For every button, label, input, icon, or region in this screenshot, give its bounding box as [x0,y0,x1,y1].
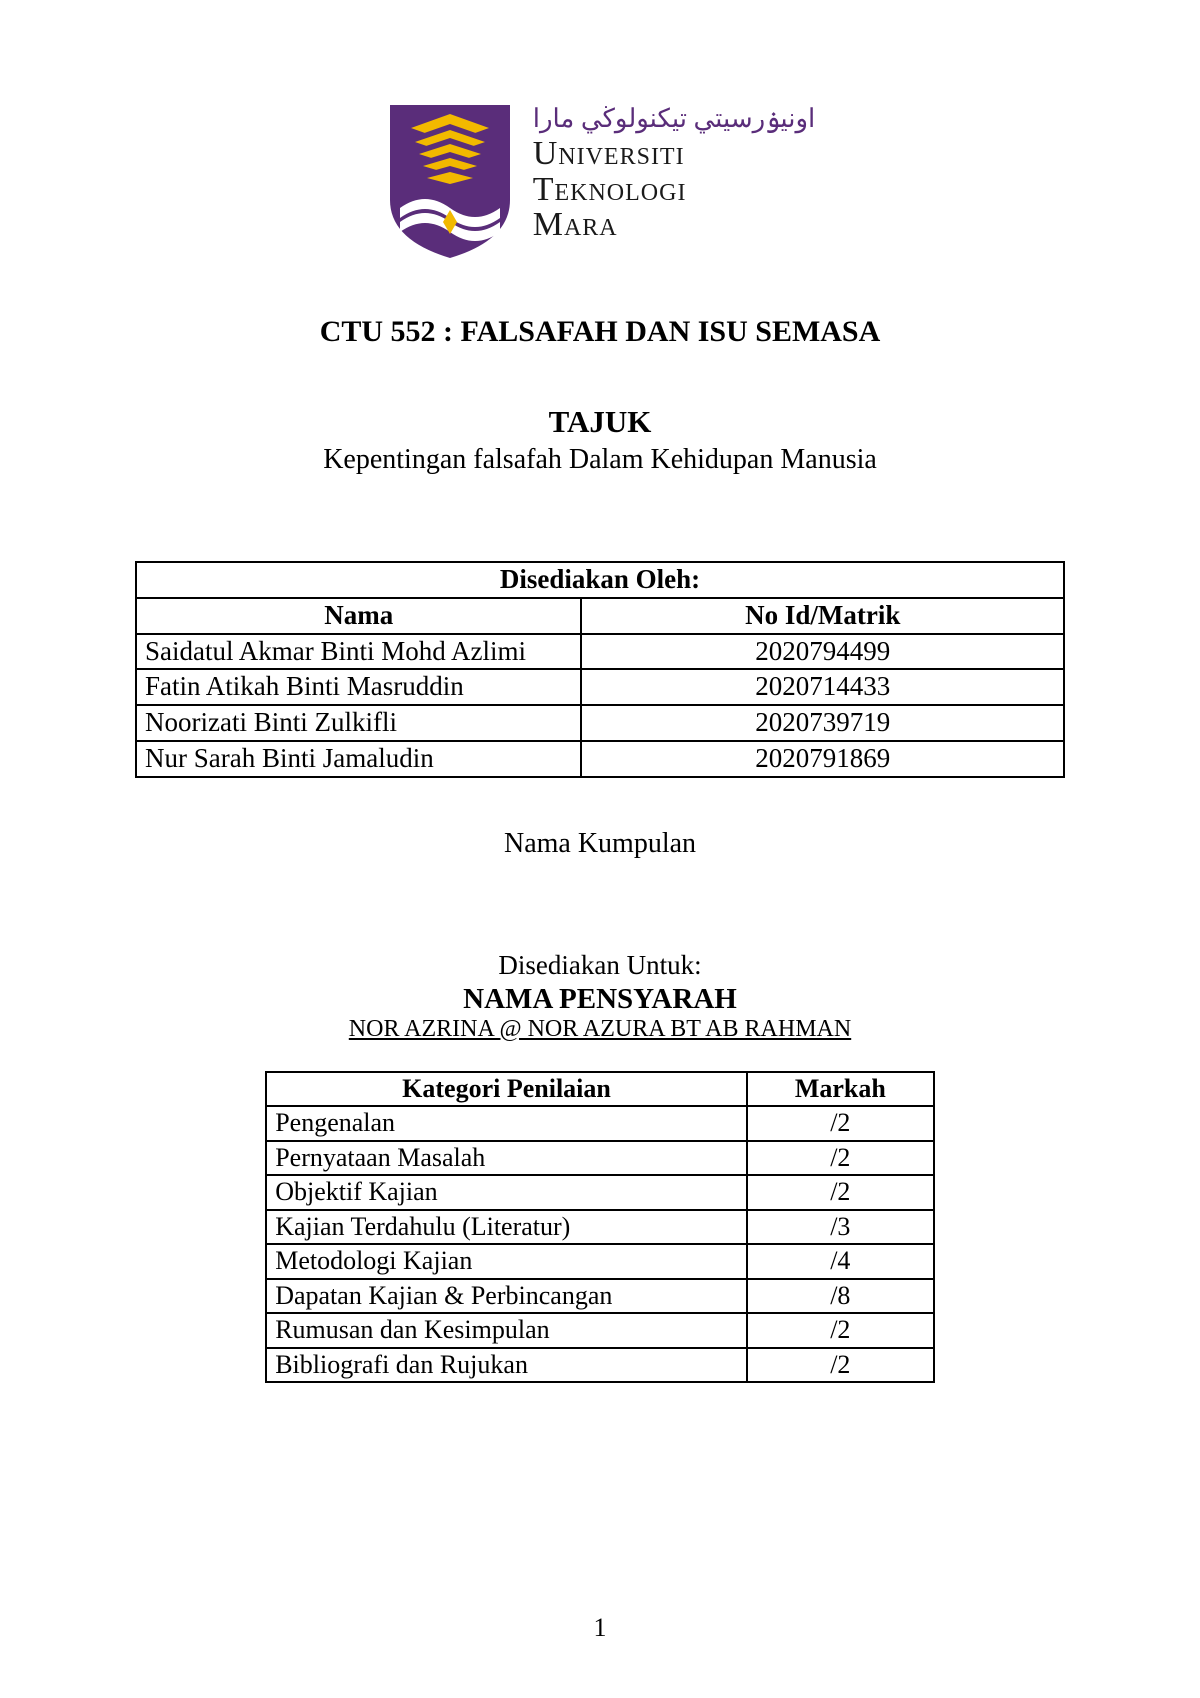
mark-value: /2 [747,1313,934,1348]
mark-category: Pengenalan [266,1106,747,1141]
table-row: Rumusan dan Kesimpulan /2 [266,1313,934,1348]
table-row: Kategori Penilaian Markah [266,1072,934,1107]
university-name-jawi: اونيۏرسيتي تيكنولوڬي مارا [533,104,816,134]
students-table: Disediakan Oleh: Nama No Id/Matrik Saida… [135,561,1065,778]
table-row: Bibliografi dan Rujukan /2 [266,1348,934,1383]
university-name-line3: Mara [533,207,816,243]
lecturer-name: NOR AZRINA @ NOR AZURA BT AB RAHMAN [135,1016,1065,1043]
student-name: Nur Sarah Binti Jamaludin [136,741,581,777]
mark-value: /2 [747,1141,934,1176]
tajuk-heading: TAJUK [135,404,1065,440]
page-number: 1 [0,1613,1200,1643]
student-id: 2020794499 [581,634,1064,670]
table-row: Disediakan Oleh: [136,562,1064,598]
tajuk-subtitle: Kepentingan falsafah Dalam Kehidupan Man… [135,444,1065,476]
table-row: Dapatan Kajian & Perbincangan /8 [266,1279,934,1314]
table-row: Pernyataan Masalah /2 [266,1141,934,1176]
table-row: Nur Sarah Binti Jamaludin 2020791869 [136,741,1064,777]
column-header-name: Nama [136,598,581,634]
table-row: Noorizati Binti Zulkifli 2020739719 [136,705,1064,741]
student-name: Noorizati Binti Zulkifli [136,705,581,741]
prepared-for-label: Disediakan Untuk: [135,950,1065,981]
mark-category: Dapatan Kajian & Perbincangan [266,1279,747,1314]
university-name-block: اونيۏرسيتي تيكنولوڬي مارا Universiti Tek… [533,100,816,243]
mark-value: /2 [747,1106,934,1141]
uitm-shield-icon [385,100,515,260]
column-header-category: Kategori Penilaian [266,1072,747,1107]
table-row: Fatin Atikah Binti Masruddin 2020714433 [136,669,1064,705]
table-row: Kajian Terdahulu (Literatur) /3 [266,1210,934,1245]
university-name-line1: Universiti [533,136,816,172]
course-title: CTU 552 : FALSAFAH DAN ISU SEMASA [135,315,1065,349]
mark-category: Rumusan dan Kesimpulan [266,1313,747,1348]
student-name: Fatin Atikah Binti Masruddin [136,669,581,705]
table-row: Objektif Kajian /2 [266,1175,934,1210]
student-id: 2020714433 [581,669,1064,705]
students-header: Disediakan Oleh: [136,562,1064,598]
mark-value: /2 [747,1175,934,1210]
table-row: Saidatul Akmar Binti Mohd Azlimi 2020794… [136,634,1064,670]
university-name-line2: Teknologi [533,172,816,208]
university-logo-block: اونيۏرسيتي تيكنولوڬي مارا Universiti Tek… [135,100,1065,260]
marks-table: Kategori Penilaian Markah Pengenalan /2 … [265,1071,935,1384]
mark-category: Kajian Terdahulu (Literatur) [266,1210,747,1245]
table-row: Metodologi Kajian /4 [266,1244,934,1279]
column-header-mark: Markah [747,1072,934,1107]
table-row: Nama No Id/Matrik [136,598,1064,634]
student-name: Saidatul Akmar Binti Mohd Azlimi [136,634,581,670]
mark-category: Bibliografi dan Rujukan [266,1348,747,1383]
student-id: 2020739719 [581,705,1064,741]
mark-value: /3 [747,1210,934,1245]
mark-value: /4 [747,1244,934,1279]
mark-category: Objektif Kajian [266,1175,747,1210]
mark-value: /2 [747,1348,934,1383]
lecturer-heading: NAMA PENSYARAH [135,983,1065,1016]
mark-category: Pernyataan Masalah [266,1141,747,1176]
mark-value: /8 [747,1279,934,1314]
mark-category: Metodologi Kajian [266,1244,747,1279]
student-id: 2020791869 [581,741,1064,777]
table-row: Pengenalan /2 [266,1106,934,1141]
group-name-label: Nama Kumpulan [135,828,1065,860]
column-header-id: No Id/Matrik [581,598,1064,634]
